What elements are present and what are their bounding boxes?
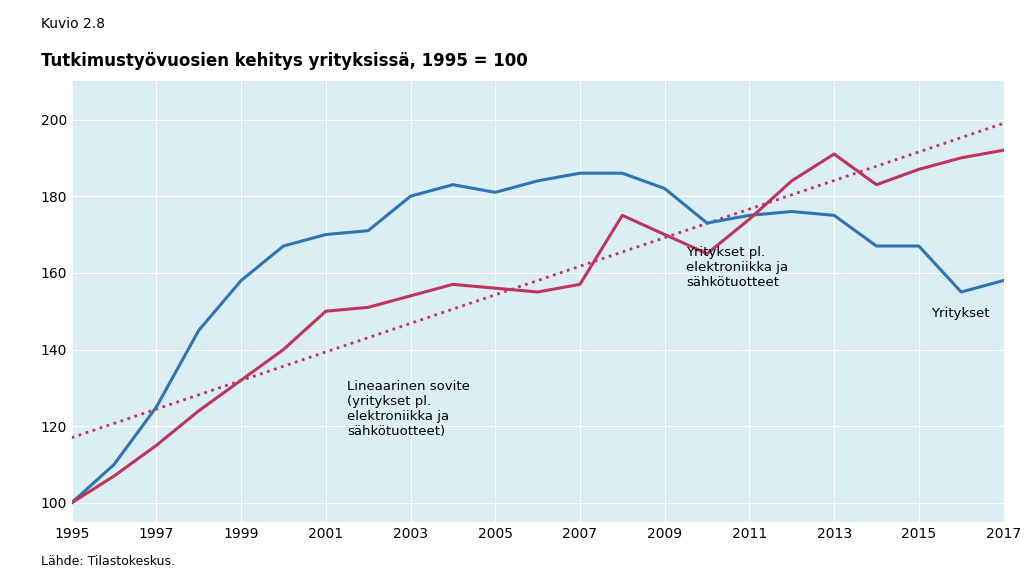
Text: Yritykset pl.
elektroniikka ja
sähkötuotteet: Yritykset pl. elektroniikka ja sähkötuot… [686,246,788,289]
Text: Tutkimustyövuosien kehitys yrityksissä, 1995 = 100: Tutkimustyövuosien kehitys yrityksissä, … [41,52,527,70]
Text: Lähde: Tilastokeskus.: Lähde: Tilastokeskus. [41,556,175,568]
Text: Lineaarinen sovite
(yritykset pl.
elektroniikka ja
sähkötuotteet): Lineaarinen sovite (yritykset pl. elektr… [347,380,470,438]
Text: Yritykset: Yritykset [932,307,990,320]
Text: Kuvio 2.8: Kuvio 2.8 [41,17,105,31]
